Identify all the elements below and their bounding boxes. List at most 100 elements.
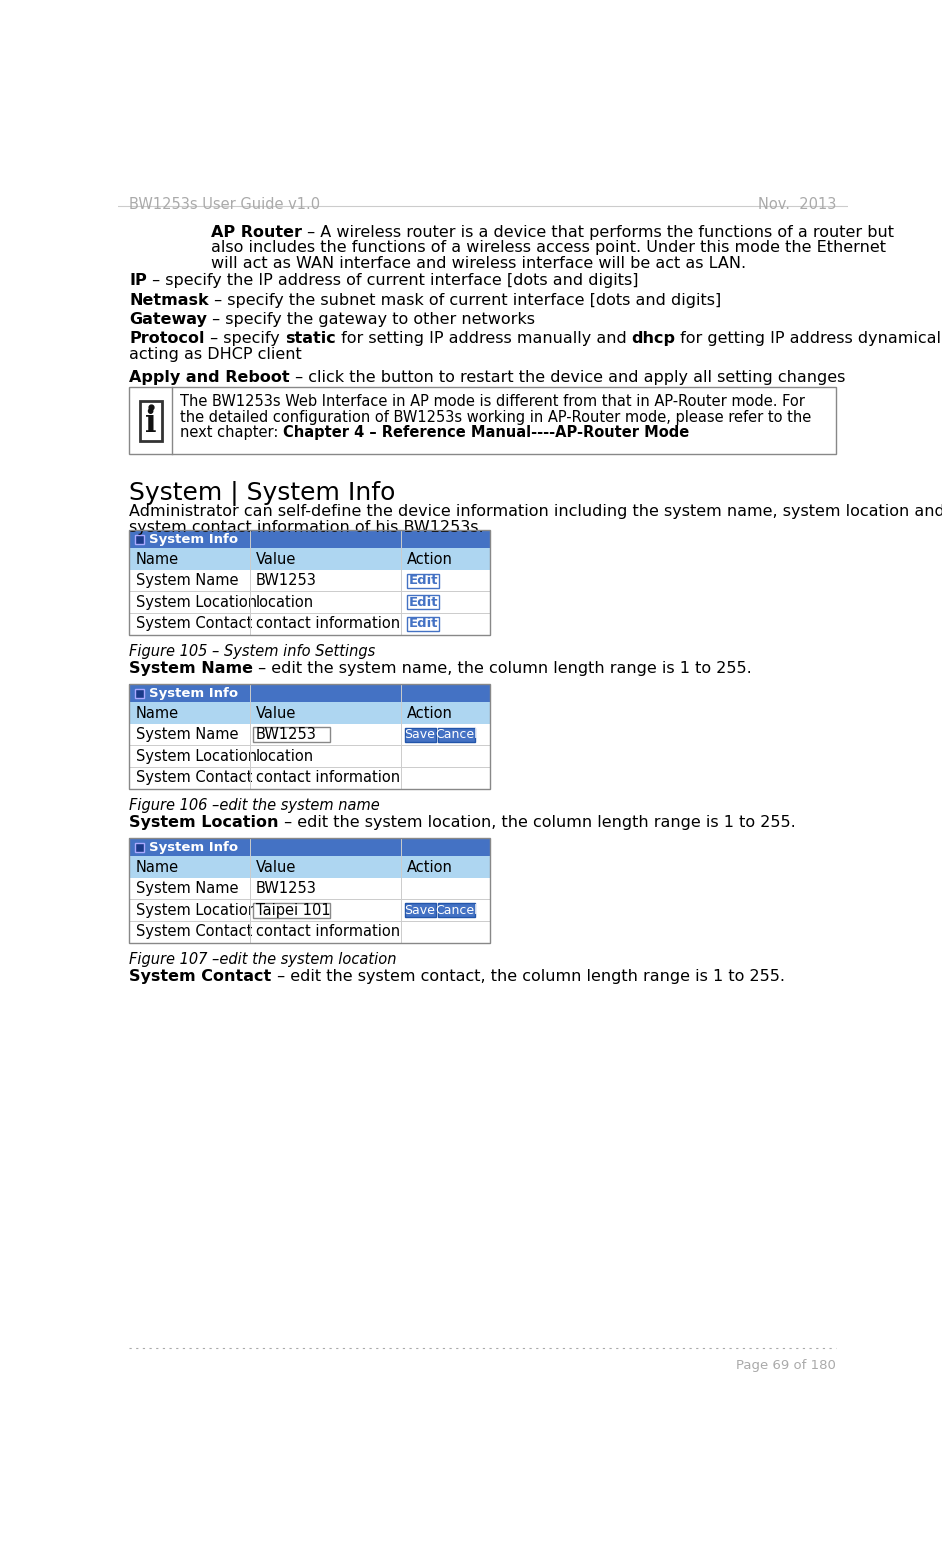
Text: Action: Action (407, 706, 453, 721)
Text: system contact information of his BW1253s.: system contact information of his BW1253… (129, 519, 484, 535)
Text: System | System Info: System | System Info (129, 481, 396, 507)
Bar (135, 689, 144, 698)
Text: Action: Action (407, 860, 453, 875)
Bar (407, 595, 439, 609)
Bar (407, 573, 439, 587)
Text: Value: Value (255, 552, 296, 567)
Text: – specify the subnet mask of current interface [dots and digits]: – specify the subnet mask of current int… (209, 293, 722, 308)
Bar (129, 387, 836, 455)
Text: BW1253: BW1253 (255, 727, 317, 743)
Bar (129, 857, 490, 878)
Text: Apply and Reboot: Apply and Reboot (129, 370, 290, 385)
Bar (129, 570, 490, 592)
Text: – edit the system location, the column length range is 1 to 255.: – edit the system location, the column l… (279, 815, 796, 829)
Text: System Location: System Location (136, 903, 257, 918)
Text: also includes the functions of a wireless access point. Under this mode the Ethe: also includes the functions of a wireles… (211, 240, 885, 256)
Bar (129, 703, 490, 724)
Text: static: static (284, 331, 335, 347)
Text: location: location (255, 749, 314, 764)
Text: Value: Value (255, 860, 296, 875)
Text: for setting IP address manually and: for setting IP address manually and (335, 331, 631, 347)
Text: – click the button to restart the device and apply all setting changes: – click the button to restart the device… (290, 370, 845, 385)
Text: The BW1253s Web Interface in AP mode is different from that in AP-Router mode. F: The BW1253s Web Interface in AP mode is … (180, 394, 804, 410)
Text: contact information: contact information (255, 616, 399, 632)
Text: BW1253s User Guide v1.0: BW1253s User Guide v1.0 (129, 197, 320, 213)
Text: Chapter 4 – Reference Manual----AP-Router Mode: Chapter 4 – Reference Manual----AP-Route… (283, 425, 689, 441)
Bar (135, 843, 144, 852)
Text: Name: Name (136, 552, 179, 567)
Text: IP: IP (129, 273, 147, 288)
Bar (129, 684, 490, 789)
Text: next chapter:: next chapter: (180, 425, 283, 441)
Text: System Info: System Info (149, 841, 238, 854)
Bar (129, 530, 490, 549)
Bar (135, 535, 144, 544)
Text: Netmask: Netmask (129, 293, 209, 308)
Text: Cancel: Cancel (435, 903, 478, 917)
Bar (129, 746, 490, 767)
Text: – A wireless router is a device that performs the functions of a router but: – A wireless router is a device that per… (301, 225, 894, 240)
Text: Administrator can self-define the device information including the system name, : Administrator can self-define the device… (129, 504, 942, 519)
Text: BW1253: BW1253 (255, 881, 317, 897)
Text: acting as DHCP client: acting as DHCP client (129, 347, 302, 362)
Text: Value: Value (255, 706, 296, 721)
Text: the detailed configuration of BW1253s working in AP-Router mode, please refer to: the detailed configuration of BW1253s wo… (180, 410, 811, 425)
Text: Gateway: Gateway (129, 311, 207, 327)
Bar (129, 767, 490, 789)
Bar (407, 616, 439, 630)
Text: – specify the IP address of current interface [dots and digits]: – specify the IP address of current inte… (147, 273, 639, 288)
Bar (129, 922, 490, 943)
Bar (139, 401, 161, 441)
Text: Name: Name (136, 706, 179, 721)
Text: will act as WAN interface and wireless interface will be act as LAN.: will act as WAN interface and wireless i… (211, 256, 746, 271)
Bar (129, 592, 490, 613)
Bar (252, 727, 330, 743)
Bar (129, 530, 490, 635)
Bar (129, 684, 490, 703)
Text: Edit: Edit (408, 596, 438, 609)
Text: – specify the gateway to other networks: – specify the gateway to other networks (207, 311, 535, 327)
Text: dhcp: dhcp (631, 331, 675, 347)
Text: System Name: System Name (136, 881, 238, 897)
Text: System Info: System Info (149, 687, 238, 700)
Text: contact information: contact information (255, 925, 399, 940)
Text: System Name: System Name (136, 573, 238, 589)
Text: System Name: System Name (136, 727, 238, 743)
Text: Edit: Edit (408, 618, 438, 630)
Text: System Contact: System Contact (136, 770, 252, 786)
Bar (404, 727, 435, 741)
Bar (252, 903, 330, 917)
Bar (404, 903, 435, 917)
Text: Cancel: Cancel (435, 729, 478, 741)
Bar (129, 900, 490, 922)
Text: System Contact: System Contact (129, 969, 271, 983)
Bar (438, 727, 475, 741)
Text: System Location: System Location (136, 595, 257, 610)
Bar (129, 878, 490, 900)
Text: Save: Save (404, 903, 435, 917)
Bar (129, 549, 490, 570)
Bar (129, 838, 490, 943)
Text: Figure 106 –edit the system name: Figure 106 –edit the system name (129, 798, 381, 812)
Bar (129, 724, 490, 746)
Text: System Info: System Info (149, 533, 238, 546)
Text: – edit the system contact, the column length range is 1 to 255.: – edit the system contact, the column le… (271, 969, 785, 983)
Text: – edit the system name, the column length range is 1 to 255.: – edit the system name, the column lengt… (253, 661, 752, 676)
Text: Figure 105 – System info Settings: Figure 105 – System info Settings (129, 644, 376, 660)
Text: System Contact: System Contact (136, 616, 252, 632)
Text: for getting IP address dynamically: for getting IP address dynamically (675, 331, 942, 347)
Text: Nov.  2013: Nov. 2013 (757, 197, 836, 213)
Bar (438, 903, 475, 917)
Text: Edit: Edit (408, 575, 438, 587)
Text: BW1253: BW1253 (255, 573, 317, 589)
Text: contact information: contact information (255, 770, 399, 786)
Text: System Contact: System Contact (136, 925, 252, 940)
Text: Page 69 of 180: Page 69 of 180 (737, 1359, 836, 1371)
Text: Figure 107 –edit the system location: Figure 107 –edit the system location (129, 952, 397, 966)
Text: Protocol: Protocol (129, 331, 204, 347)
Bar (129, 838, 490, 857)
Text: System Location: System Location (136, 749, 257, 764)
Text: System Name: System Name (129, 661, 253, 676)
Bar (129, 613, 490, 635)
Text: AP Router: AP Router (211, 225, 301, 240)
